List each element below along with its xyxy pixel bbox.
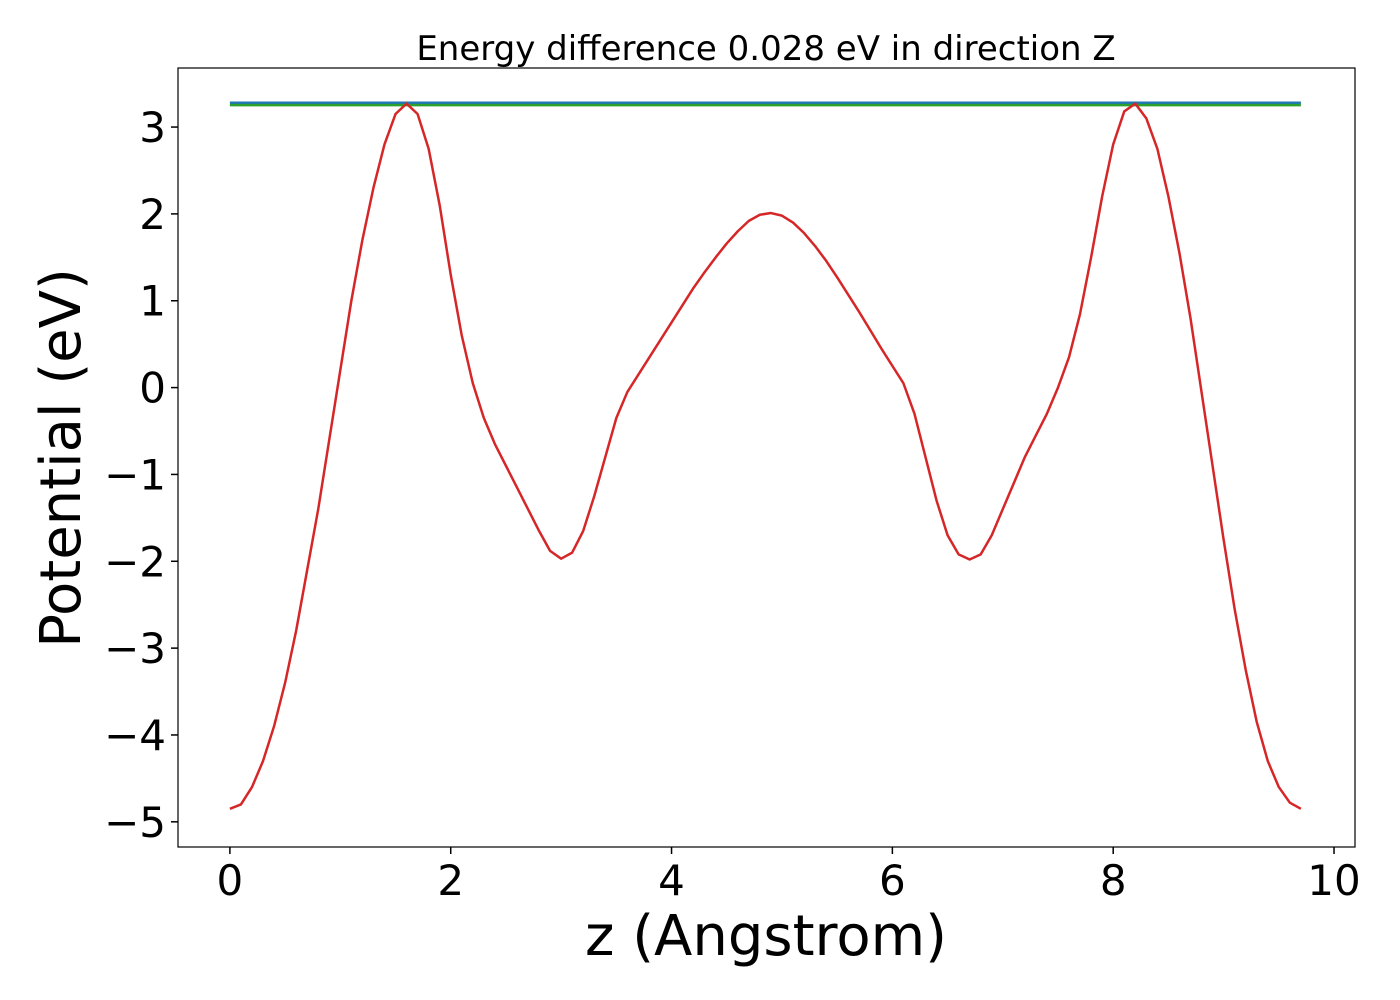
x-tick-label: 10 [1307, 856, 1360, 905]
y-tick-label: −1 [104, 450, 166, 499]
y-tick-label: 3 [139, 103, 166, 152]
x-tick-label: 2 [437, 856, 464, 905]
y-tick-label: 1 [139, 277, 166, 326]
x-tick-label: 8 [1100, 856, 1127, 905]
chart-title: Energy difference 0.028 eV in direction … [416, 29, 1115, 69]
y-tick-label: −4 [104, 711, 166, 760]
y-tick-label: 2 [139, 190, 166, 239]
line-series [229, 102, 1302, 810]
y-tick-label: 0 [139, 364, 166, 413]
x-tick-label: 6 [879, 856, 906, 905]
x-tick-label: 4 [658, 856, 685, 905]
x-tick-label: 0 [217, 856, 244, 905]
y-tick-label: −2 [104, 537, 166, 586]
x-axis-label: z (Angstrom) [585, 904, 947, 969]
y-axis-label: Potential (eV) [29, 268, 94, 648]
y-tick-label: −5 [104, 798, 166, 847]
plot-frame [177, 67, 1356, 848]
y-tick-label: −3 [104, 624, 166, 673]
